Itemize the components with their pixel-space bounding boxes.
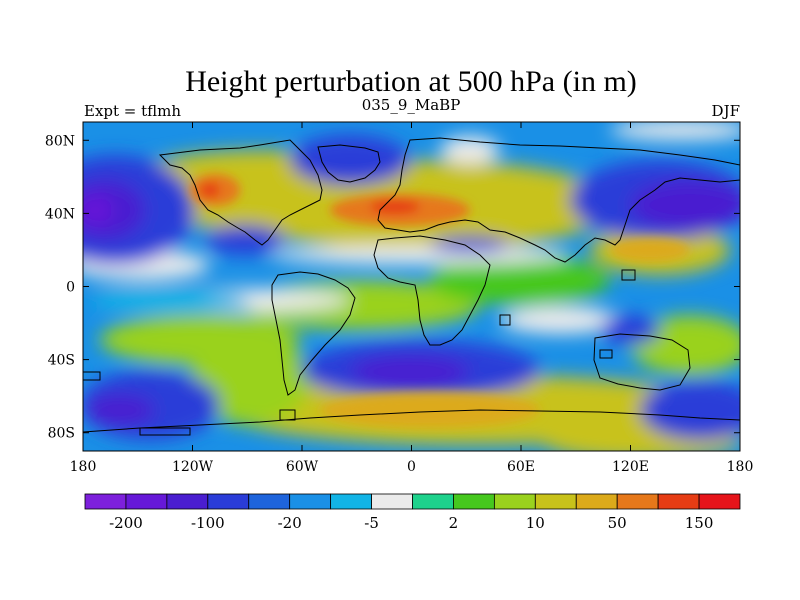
- colorbar-label: -5: [364, 514, 379, 532]
- colorbar-label: 2: [449, 514, 459, 532]
- colorbar-swatch: [330, 493, 372, 510]
- colorbar-swatch: [412, 493, 454, 510]
- colorbar: -200 -100 -20 -5 2 10 50 150: [84, 493, 741, 532]
- lat-tick-label: 80S: [48, 426, 75, 442]
- colorbar-swatch: [453, 493, 495, 510]
- colorbar-label: -100: [191, 514, 225, 532]
- colorbar-label: -200: [109, 514, 143, 532]
- longitude-axis: 180 120W 60W 0 60E 120E 180: [70, 122, 754, 475]
- colorbar-swatch: [698, 493, 741, 510]
- latitude-axis: 80N 40N 0 40S 80S: [45, 133, 740, 442]
- colorbar-swatch: [616, 493, 659, 510]
- colorbar-label: 150: [685, 514, 714, 532]
- lon-tick-label: 60E: [507, 459, 535, 475]
- colorbar-swatch: [248, 493, 291, 510]
- colorbar-swatch: [371, 493, 413, 510]
- coastline-outline: [83, 137, 740, 436]
- lat-tick-label: 0: [66, 280, 75, 296]
- subtitle-left: Expt = tflmh: [84, 102, 181, 120]
- lon-tick-label: 180: [70, 459, 97, 475]
- lat-tick-label: 40N: [45, 206, 75, 222]
- lon-tick-label: 120E: [612, 459, 649, 475]
- colorbar-swatch: [84, 493, 127, 510]
- colorbar-swatch: [493, 493, 536, 510]
- lat-tick-label: 80N: [45, 133, 75, 149]
- colorbar-swatch: [657, 493, 700, 510]
- lon-tick-label: 120W: [172, 459, 214, 475]
- colorbar-swatch: [125, 493, 168, 510]
- plot-title: Height perturbation at 500 hPa (in m): [185, 65, 637, 98]
- lon-tick-label: 0: [407, 459, 416, 475]
- colorbar-label: -20: [278, 514, 302, 532]
- subtitle-right: DJF: [712, 102, 740, 120]
- lon-tick-label: 60W: [286, 459, 319, 475]
- colorbar-swatch: [534, 493, 577, 510]
- colorbar-label: 50: [608, 514, 627, 532]
- lon-tick-label: 180: [727, 459, 754, 475]
- colorbar-swatch: [207, 493, 250, 510]
- height-perturbation-field: [83, 122, 740, 451]
- colorbar-swatch: [166, 493, 209, 510]
- subtitle-center: 035_9_MaBP: [362, 96, 461, 114]
- colorbar-swatch: [575, 493, 618, 510]
- colorbar-swatch: [289, 493, 332, 510]
- colorbar-label: 10: [526, 514, 545, 532]
- lat-tick-label: 40S: [48, 353, 75, 369]
